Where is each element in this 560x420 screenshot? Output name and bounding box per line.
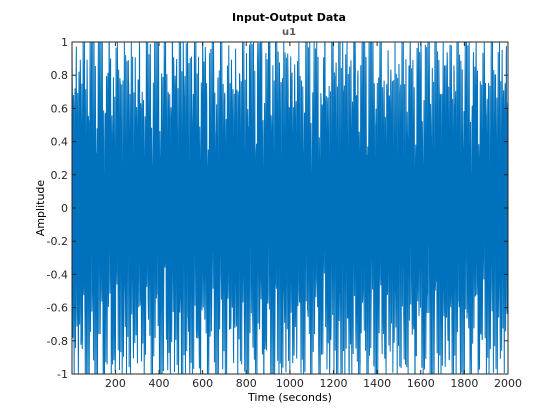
x-tick-label: 200 — [105, 377, 126, 390]
chart-subtitle: u1 — [282, 27, 296, 38]
y-tick-label: -0.6 — [47, 302, 68, 315]
x-tick-label: 1600 — [407, 377, 435, 390]
y-tick-label: 0.4 — [51, 136, 69, 149]
y-axis-ticks: -1 -0.8 -0.6 -0.4 -0.2 0 0.2 0.4 0.6 0.8 1 — [47, 36, 508, 381]
x-axis-ticks: 200 400 600 800 1000 1200 1400 1600 1800 2000 — [105, 42, 522, 390]
x-tick-label: 400 — [149, 377, 170, 390]
y-tick-label: -0.2 — [47, 235, 68, 248]
x-axis-label: Time (seconds) — [247, 391, 332, 404]
x-tick-label: 800 — [236, 377, 257, 390]
x-tick-label: 1800 — [450, 377, 478, 390]
y-tick-label: 0.8 — [51, 69, 69, 82]
y-axis-label: Amplitude — [34, 180, 47, 237]
y-tick-label: -0.4 — [47, 268, 68, 281]
x-tick-label: 1400 — [363, 377, 391, 390]
signal-layer — [71, 41, 509, 375]
y-tick-label: 0.2 — [51, 169, 69, 182]
x-tick-label: 1200 — [320, 377, 348, 390]
x-tick-label: 600 — [192, 377, 213, 390]
x-tick-label: 1000 — [276, 377, 304, 390]
y-tick-label: 1 — [61, 36, 68, 49]
x-tick-label: 2000 — [494, 377, 522, 390]
y-tick-label: 0 — [61, 202, 68, 215]
y-tick-label: -1 — [57, 368, 68, 381]
signal-series-line — [71, 41, 509, 375]
chart-title: Input-Output Data — [232, 11, 346, 24]
y-tick-label: -0.8 — [47, 335, 68, 348]
y-tick-label: 0.6 — [51, 102, 69, 115]
